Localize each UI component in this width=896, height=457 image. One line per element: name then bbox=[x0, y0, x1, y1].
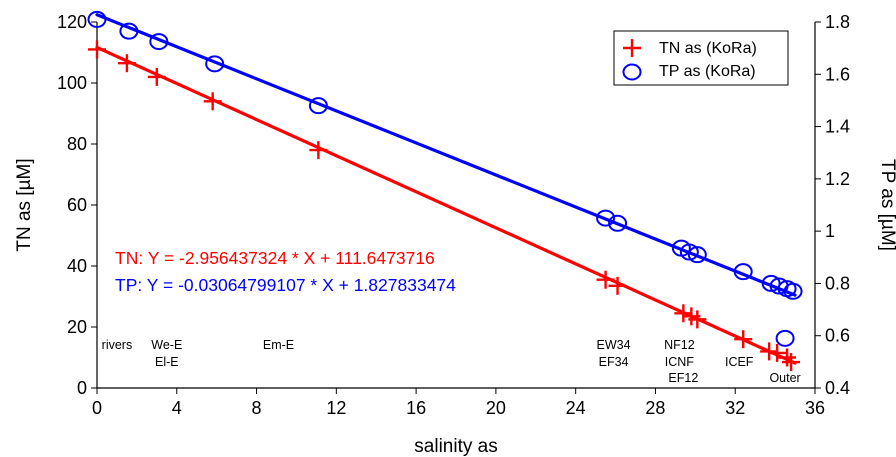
tp-point bbox=[608, 214, 628, 232]
annotation-label: EF12 bbox=[668, 371, 698, 385]
tn-point bbox=[674, 304, 693, 323]
annotation-label: We-E bbox=[151, 338, 182, 352]
annotation-label: NF12 bbox=[664, 338, 695, 352]
y-left-tick-label: 40 bbox=[67, 256, 87, 276]
y-axis-label-right: TP as [µM] bbox=[877, 159, 896, 251]
y-right-tick-label: 0.6 bbox=[825, 326, 850, 346]
legend-tn-plus bbox=[623, 39, 641, 57]
tp-point bbox=[596, 209, 616, 227]
y-left-tick-label: 80 bbox=[67, 134, 87, 154]
tp-point bbox=[775, 329, 795, 347]
tp-point bbox=[205, 55, 225, 73]
tp-point bbox=[87, 10, 107, 28]
axis-titles: salinity as TN as [µM] TP as [µM] bbox=[14, 158, 896, 457]
y-right-tick-label: 0.8 bbox=[825, 273, 850, 293]
regression-equations: TN: Y = -2.956437324 * X + 111.6473716 T… bbox=[115, 248, 456, 295]
x-tick-label: 20 bbox=[486, 398, 506, 418]
tn-point bbox=[203, 92, 222, 111]
tn-point bbox=[688, 310, 707, 329]
x-tick-label: 0 bbox=[92, 398, 102, 418]
annotation-label: El-E bbox=[155, 355, 179, 369]
y-right-tick-label: 1.6 bbox=[825, 64, 850, 84]
tn-point bbox=[117, 54, 136, 73]
x-tick-label: 12 bbox=[326, 398, 346, 418]
tn-point bbox=[608, 276, 627, 295]
annotation-label: rivers bbox=[102, 338, 133, 352]
tp-point bbox=[149, 33, 169, 51]
tn-point bbox=[309, 141, 328, 160]
tn-point bbox=[147, 67, 166, 86]
y-left-tick-label: 120 bbox=[57, 12, 87, 32]
x-tick-label: 4 bbox=[172, 398, 182, 418]
y-right-tick-label: 1 bbox=[825, 221, 835, 241]
y-left-tick-label: 60 bbox=[67, 195, 87, 215]
tn-point bbox=[768, 343, 787, 362]
y-right-tick-label: 1.4 bbox=[825, 117, 850, 137]
annotation-label: EW34 bbox=[597, 338, 631, 352]
annotation-label: Outer bbox=[769, 371, 800, 385]
tn-point bbox=[88, 40, 106, 59]
equation-tp: TP: Y = -0.03064799107 * X + 1.827833474 bbox=[115, 275, 456, 295]
x-tick-label: 24 bbox=[566, 398, 586, 418]
y-left-tick-label: 100 bbox=[57, 73, 87, 93]
tn-point bbox=[734, 330, 753, 349]
y-left-tick-label: 20 bbox=[67, 317, 87, 337]
tn-point bbox=[760, 342, 779, 361]
tp-regression-line bbox=[95, 13, 797, 297]
tn-point bbox=[782, 353, 801, 372]
annotation-label: EF34 bbox=[599, 355, 629, 369]
tp-point bbox=[687, 246, 707, 264]
tp-point bbox=[679, 243, 699, 261]
legend: TN as (KoRa) TP as (KoRa) bbox=[613, 30, 789, 86]
y-left-tick-label: 0 bbox=[77, 378, 87, 398]
tp-point bbox=[119, 22, 139, 40]
tick-labels: 0 4 8 12 16 20 24 28 32 36 0 20 40 60 80 100 120 0.4 0.6 0.… bbox=[57, 12, 850, 418]
annotation-label: Em-E bbox=[263, 338, 294, 352]
legend-tp-label: TP as (KoRa) bbox=[659, 63, 756, 80]
y-right-tick-label: 1.8 bbox=[825, 12, 850, 32]
tp-point bbox=[733, 263, 753, 281]
station-annotations: rivers We-E El-E Em-E EW34 EF34 NF12 ICNF EF12 IC… bbox=[102, 338, 801, 385]
tn-point bbox=[778, 348, 797, 367]
equation-tn: TN: Y = -2.956437324 * X + 111.6473716 bbox=[115, 248, 435, 268]
legend-tp-marker bbox=[622, 63, 642, 81]
tn-point bbox=[596, 270, 615, 289]
x-tick-label: 32 bbox=[725, 398, 745, 418]
x-tick-label: 16 bbox=[406, 398, 426, 418]
tp-point bbox=[783, 282, 803, 300]
x-axis-label: salinity as bbox=[414, 436, 497, 457]
legend-tn-marker bbox=[623, 39, 641, 57]
y-right-tick-label: 1.2 bbox=[825, 169, 850, 189]
legend-tn-label: TN as (KoRa) bbox=[659, 40, 757, 57]
x-tick-label: 28 bbox=[645, 398, 665, 418]
y-right-tick-label: 0.4 bbox=[825, 378, 850, 398]
legend-box bbox=[613, 30, 789, 86]
x-tick-label: 8 bbox=[252, 398, 262, 418]
tp-point bbox=[308, 97, 328, 115]
y-axis-label-left: TN as [µM] bbox=[14, 158, 35, 251]
annotation-label: ICNF bbox=[665, 355, 695, 369]
legend-tp-circle bbox=[622, 63, 642, 81]
data-points bbox=[87, 10, 803, 372]
annotation-label: ICEF bbox=[725, 355, 754, 369]
axes bbox=[91, 21, 821, 394]
x-tick-label: 36 bbox=[805, 398, 825, 418]
